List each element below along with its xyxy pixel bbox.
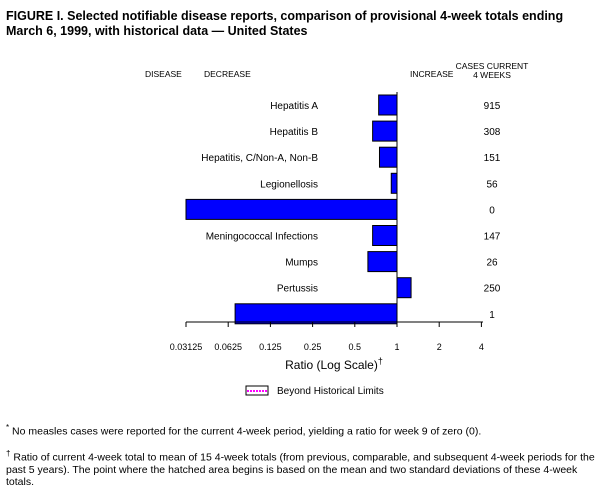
bar bbox=[234, 303, 398, 325]
category-label: Legionellosis bbox=[260, 179, 318, 190]
header-disease: DISEASE bbox=[145, 69, 182, 79]
footnote-measles: * No measles cases were reported for the… bbox=[6, 423, 482, 438]
cases-value: 56 bbox=[486, 179, 498, 190]
x-tick-label: 4 bbox=[479, 342, 484, 352]
x-tick-label: 0.25 bbox=[304, 342, 322, 352]
header-increase: INCREASE bbox=[410, 69, 454, 79]
cases-value: 26 bbox=[486, 258, 498, 269]
bar bbox=[372, 225, 398, 246]
bar-chart: DISEASE DECREASE INCREASE CASES CURRENT 4… bbox=[145, 61, 529, 397]
x-tick-label: 2 bbox=[437, 342, 442, 352]
bar bbox=[372, 120, 398, 142]
bar bbox=[390, 172, 398, 194]
category-label: Hepatitis, C/Non-A, Non-B bbox=[201, 153, 318, 164]
category-label: Meningococcal Infections bbox=[206, 232, 318, 243]
cases-value: 250 bbox=[484, 284, 501, 295]
header-decrease: DECREASE bbox=[204, 69, 251, 79]
x-tick-label: 0.125 bbox=[259, 342, 282, 352]
x-axis-label: Ratio (Log Scale)† bbox=[285, 356, 383, 372]
bar bbox=[367, 251, 398, 273]
legend-label: Beyond Historical Limits bbox=[277, 386, 384, 397]
cases-value: 151 bbox=[484, 153, 501, 164]
cases-value: 0 bbox=[489, 205, 495, 216]
bar bbox=[378, 94, 398, 116]
x-tick-label: 0.0625 bbox=[214, 342, 242, 352]
category-label: Hepatitis B bbox=[270, 127, 319, 138]
category-label: Hepatitis A bbox=[270, 101, 318, 112]
figure-title: FIGURE I. Selected notifiable disease re… bbox=[6, 9, 564, 38]
header-cases: CASES CURRENT 4 WEEKS bbox=[456, 61, 529, 80]
bar bbox=[378, 146, 398, 168]
x-tick-label: 0.5 bbox=[349, 342, 362, 352]
x-tick-label: 0.03125 bbox=[170, 342, 203, 352]
cases-value: 1 bbox=[489, 310, 495, 321]
category-label: Pertussis bbox=[277, 284, 318, 295]
legend: Beyond Historical Limits bbox=[245, 385, 384, 397]
bar bbox=[185, 198, 398, 220]
cases-value: 147 bbox=[484, 232, 501, 243]
x-tick-label: 1 bbox=[394, 342, 399, 352]
cases-value: 915 bbox=[484, 101, 501, 112]
footnote-ratio: † Ratio of current 4-week total to mean … bbox=[6, 449, 595, 488]
category-label: Mumps bbox=[285, 258, 318, 269]
bar bbox=[396, 277, 412, 299]
cases-value: 308 bbox=[484, 127, 501, 138]
